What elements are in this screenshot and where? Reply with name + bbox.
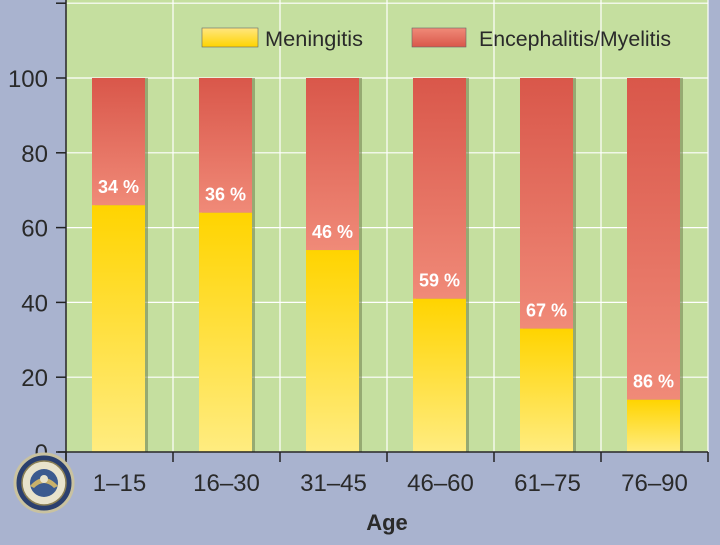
- bar-encephalitis: [306, 78, 359, 251]
- bar-meningitis: [306, 250, 359, 452]
- legend-swatch-encephalitis: [411, 27, 467, 48]
- y-tick-label: 20: [21, 365, 48, 392]
- bars: [92, 78, 683, 452]
- bar-meningitis: [413, 298, 466, 452]
- y-tick-label: 80: [21, 141, 48, 168]
- x-tick-label: 16–30: [193, 470, 260, 497]
- x-tick-label: 46–60: [407, 470, 474, 497]
- legend: Meningitis Encephalitis/Myelitis: [201, 27, 671, 51]
- seal-logo: [13, 452, 75, 514]
- bar-meningitis: [92, 205, 145, 452]
- data-label: 36 %: [205, 185, 246, 205]
- legend-swatch-meningitis: [201, 27, 259, 48]
- bar-encephalitis: [520, 78, 573, 329]
- bar-meningitis: [627, 399, 680, 452]
- x-tick-label: 31–45: [300, 470, 367, 497]
- bar-encephalitis: [92, 78, 145, 206]
- bar-meningitis: [520, 328, 573, 452]
- data-label: 67 %: [526, 301, 567, 321]
- legend-label-meningitis: Meningitis: [265, 28, 363, 51]
- data-label: 34 %: [98, 177, 139, 197]
- data-label: 46 %: [312, 222, 353, 242]
- bar-encephalitis: [627, 78, 680, 400]
- x-tick-label: 1–15: [93, 470, 146, 497]
- data-label: 86 %: [633, 372, 674, 392]
- x-tick-label: 76–90: [621, 470, 688, 497]
- bar-meningitis: [199, 212, 252, 452]
- bar-encephalitis: [413, 78, 466, 299]
- axes: 0204060801001–1516–3031–4546–6061–7576–9…: [8, 0, 709, 497]
- y-tick-label: 60: [21, 216, 48, 243]
- data-labels: 34 % 36 % 46 % 59 % 67 % 86 %: [98, 177, 674, 391]
- legend-label-encephalitis: Encephalitis/Myelitis: [479, 28, 671, 51]
- y-tick-label: 40: [21, 290, 48, 317]
- x-axis-label: Age: [366, 510, 408, 535]
- data-label: 59 %: [419, 271, 460, 291]
- x-tick-label: 61–75: [514, 470, 581, 497]
- y-tick-label: 100: [8, 66, 48, 93]
- bar-encephalitis: [199, 78, 252, 213]
